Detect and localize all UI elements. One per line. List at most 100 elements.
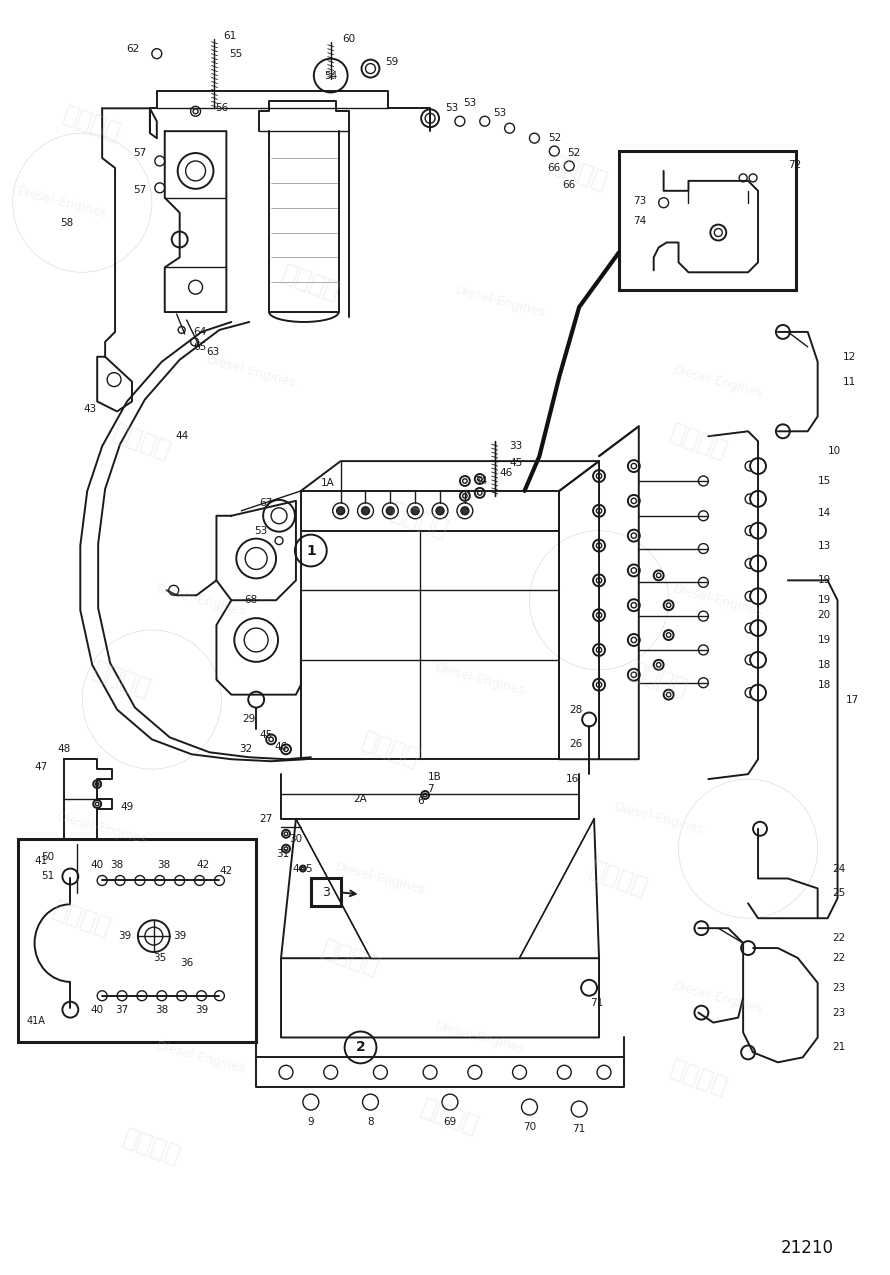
Text: 19: 19 [818,595,831,606]
Text: 50: 50 [41,852,54,862]
Circle shape [386,507,394,515]
Text: 25: 25 [832,889,846,899]
Text: 3: 3 [322,886,329,899]
Circle shape [699,678,708,687]
Circle shape [659,198,668,208]
Text: 18: 18 [818,680,831,690]
Text: 55: 55 [230,48,243,59]
Circle shape [596,612,602,618]
Circle shape [627,495,640,507]
Text: 60: 60 [343,33,356,43]
Circle shape [295,534,327,566]
Text: 8: 8 [368,1117,374,1127]
Text: 51: 51 [41,872,54,881]
Circle shape [62,1002,78,1017]
Text: 13: 13 [818,541,831,551]
Circle shape [246,547,267,570]
Circle shape [699,543,708,553]
Text: 2A: 2A [353,794,368,805]
Circle shape [522,1099,538,1116]
Circle shape [478,491,482,495]
Circle shape [627,669,640,681]
Text: 57: 57 [134,185,147,195]
Circle shape [115,876,125,885]
Circle shape [463,478,467,483]
Text: 45: 45 [260,731,272,741]
Circle shape [631,567,636,572]
Text: 紫发动力: 紫发动力 [358,728,423,771]
Circle shape [82,630,222,769]
Circle shape [178,326,185,333]
Text: 紫发动力: 紫发动力 [119,1126,184,1168]
Circle shape [593,470,605,482]
Circle shape [667,692,671,697]
Circle shape [474,488,485,497]
Text: 23: 23 [832,983,846,993]
Circle shape [361,507,369,515]
Text: 69: 69 [443,1117,457,1127]
Circle shape [324,1066,337,1079]
Circle shape [741,1046,755,1060]
Text: 43: 43 [84,404,97,414]
Text: 59: 59 [385,56,399,66]
Text: 21: 21 [832,1043,846,1052]
Text: Diesel-Engines: Diesel-Engines [453,284,546,320]
Text: Diesel-Engines: Diesel-Engines [56,811,149,847]
Text: 33: 33 [510,441,522,451]
Circle shape [627,460,640,472]
Text: 47: 47 [34,762,47,773]
Circle shape [596,578,602,583]
Circle shape [135,876,145,885]
Circle shape [750,458,766,474]
Text: 6: 6 [417,796,424,806]
Circle shape [596,509,602,514]
Circle shape [631,499,636,504]
Text: 70: 70 [523,1122,536,1132]
Text: 19: 19 [818,635,831,645]
Text: 2: 2 [356,1040,366,1054]
Circle shape [269,737,273,742]
Text: 26: 26 [570,740,583,750]
Circle shape [461,507,469,515]
Circle shape [300,866,306,872]
Circle shape [745,655,755,664]
Text: Diesel-Engines: Diesel-Engines [672,979,765,1016]
Circle shape [745,525,755,536]
Circle shape [699,476,708,486]
Text: 29: 29 [243,714,255,724]
Text: 紫发动力: 紫发动力 [60,102,125,145]
Circle shape [436,507,444,515]
Circle shape [582,713,596,727]
Circle shape [282,845,290,853]
Text: 5: 5 [305,863,312,873]
Circle shape [627,634,640,646]
Text: 35: 35 [153,952,166,963]
Text: 28: 28 [570,705,583,714]
Circle shape [95,802,99,806]
Circle shape [248,691,264,708]
Text: 45: 45 [510,458,522,468]
Circle shape [593,678,605,691]
Circle shape [631,463,636,469]
Text: 74: 74 [634,215,647,226]
Circle shape [358,502,374,519]
Text: 紫发动力: 紫发动力 [50,896,115,940]
Circle shape [667,603,671,607]
Circle shape [214,991,224,1001]
Circle shape [145,927,163,945]
Circle shape [657,574,661,578]
Text: 42: 42 [220,866,233,876]
Circle shape [374,1066,387,1079]
Text: 53: 53 [445,103,458,113]
Circle shape [190,338,198,346]
Circle shape [460,476,470,486]
Text: 39: 39 [173,931,186,941]
Circle shape [383,502,399,519]
Circle shape [505,124,514,133]
Circle shape [664,601,674,611]
Text: 62: 62 [126,43,140,54]
Text: 42: 42 [197,859,210,870]
Circle shape [478,477,482,481]
Circle shape [631,533,636,538]
Text: 15: 15 [818,476,831,486]
